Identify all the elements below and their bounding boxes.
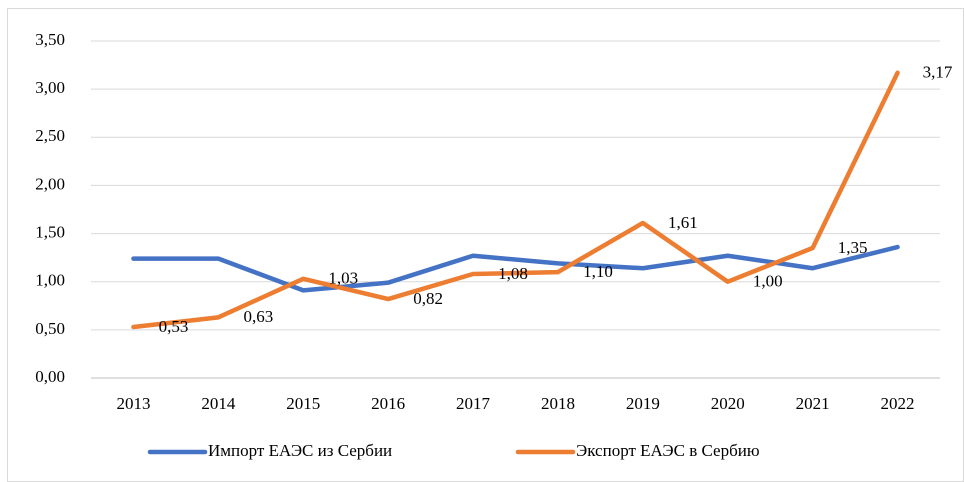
x-tick-label: 2017	[456, 394, 491, 413]
grid	[91, 40, 940, 379]
x-tick-label: 2015	[286, 394, 320, 413]
data-label: 0,63	[243, 307, 273, 326]
y-tick-label: 0,00	[35, 367, 65, 386]
data-label: 1,00	[753, 272, 783, 291]
x-tick-label: 2018	[541, 394, 575, 413]
data-label: 0,82	[413, 289, 443, 308]
y-tick-label: 3,50	[35, 30, 65, 49]
x-tick-label: 2021	[796, 394, 830, 413]
x-tick-label: 2019	[626, 394, 660, 413]
data-label: 1,35	[838, 238, 868, 257]
legend-label: Экспорт ЕАЭС в Сербию	[576, 441, 760, 460]
labels: 0,00 0,50 1,00 1,50 2,00 2,50 3,00 3,50 2013 2014…	[35, 30, 953, 460]
series-line	[131, 244, 900, 293]
x-tick-label: 2020	[711, 394, 745, 413]
data-label: 1,61	[668, 213, 698, 232]
x-tick-label: 2013	[116, 394, 150, 413]
data-label: 1,08	[498, 264, 528, 283]
data-label: 0,53	[159, 317, 189, 336]
y-tick-label: 0,50	[35, 319, 65, 338]
y-tick-label: 3,00	[35, 78, 65, 97]
x-tick-label: 2016	[371, 394, 405, 413]
y-tick-label: 1,00	[35, 271, 65, 290]
data-label: 1,10	[583, 262, 613, 281]
x-tick-label: 2022	[881, 394, 915, 413]
y-tick-label: 1,50	[35, 222, 65, 241]
legend-label: Импорт ЕАЭС из Сербии	[208, 441, 392, 460]
data-label: 3,17	[923, 63, 953, 82]
data-label: 1,03	[328, 269, 358, 288]
chart-border	[7, 8, 964, 482]
y-tick-label: 2,50	[35, 126, 65, 145]
lines	[131, 70, 900, 330]
y-tick-label: 2,00	[35, 174, 65, 193]
x-tick-label: 2014	[201, 394, 236, 413]
series-line	[131, 70, 900, 330]
